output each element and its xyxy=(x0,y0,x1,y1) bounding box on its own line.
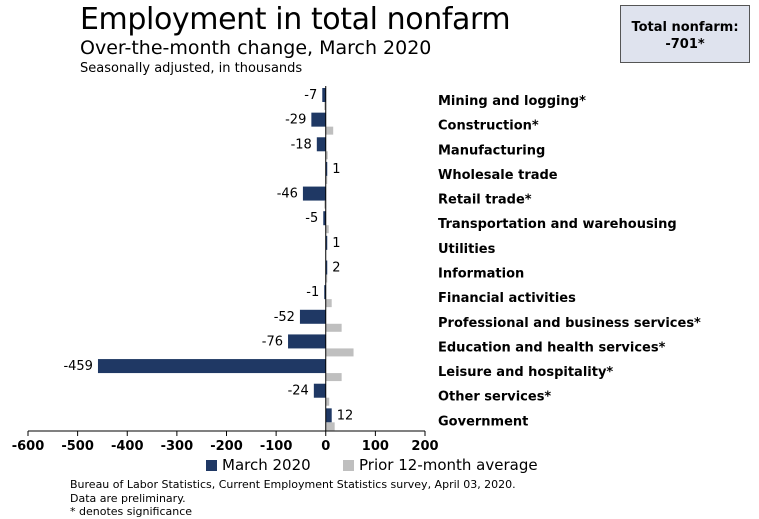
bar-march-1 xyxy=(311,112,326,127)
category-label-10: Education and health services* xyxy=(438,340,666,355)
bar-prior-4 xyxy=(324,200,326,209)
legend-item-march: March 2020 xyxy=(206,456,311,474)
data-label-5: -5 xyxy=(305,211,318,226)
data-label-3: 1 xyxy=(332,162,340,177)
bar-march-9 xyxy=(299,309,326,324)
legend-swatch-march xyxy=(206,459,217,471)
x-tick-label-8: 200 xyxy=(411,439,438,454)
data-label-8: -1 xyxy=(306,285,319,300)
category-label-6: Utilities xyxy=(438,242,496,257)
data-label-12: -24 xyxy=(288,384,309,399)
total-nonfarm-value: -701* xyxy=(665,37,705,52)
legend-swatch-prior xyxy=(343,459,354,471)
bar-prior-0 xyxy=(324,102,326,110)
data-label-2: -18 xyxy=(291,137,312,152)
data-label-4: -46 xyxy=(277,187,298,202)
category-label-9: Professional and business services* xyxy=(438,316,701,331)
data-label-11: -459 xyxy=(63,359,93,374)
chart-subtitle: Over-the-month change, March 2020 xyxy=(80,37,432,59)
bar-prior-2 xyxy=(325,151,328,160)
data-label-9: -52 xyxy=(274,310,295,325)
bar-march-2 xyxy=(316,137,326,152)
bar-prior-9 xyxy=(325,323,342,332)
data-label-6: 1 xyxy=(332,236,340,251)
bar-prior-12 xyxy=(325,397,330,406)
bar-march-3 xyxy=(325,161,328,176)
footer-prelim: Data are preliminary. xyxy=(70,491,186,505)
x-tick-label-0: -600 xyxy=(12,439,45,454)
bar-prior-10 xyxy=(325,348,354,357)
bar-march-6 xyxy=(325,235,328,250)
category-label-2: Manufacturing xyxy=(438,143,545,158)
legend-label-march: March 2020 xyxy=(222,456,311,474)
category-label-3: Wholesale trade xyxy=(438,168,558,183)
category-label-0: Mining and logging* xyxy=(438,94,586,109)
total-nonfarm-label: Total nonfarm: xyxy=(631,20,739,35)
x-tick-label-6: 0 xyxy=(321,439,330,454)
footer-notes: Bureau of Labor Statistics, Current Empl… xyxy=(70,478,516,519)
bar-march-8 xyxy=(324,285,326,300)
legend-label-prior: Prior 12-month average xyxy=(359,456,538,474)
bar-march-4 xyxy=(302,186,326,201)
bar-prior-5 xyxy=(325,225,329,234)
category-label-8: Financial activities xyxy=(438,291,576,306)
x-tick-label-4: -200 xyxy=(210,439,243,454)
category-label-4: Retail trade* xyxy=(438,193,532,208)
data-label-13: 12 xyxy=(337,408,354,423)
total-nonfarm-box: Total nonfarm: -701* xyxy=(620,5,750,63)
category-label-7: Information xyxy=(438,267,524,282)
bar-march-12 xyxy=(313,383,326,398)
x-tick-label-1: -500 xyxy=(61,439,94,454)
footer-source: Bureau of Labor Statistics, Current Empl… xyxy=(70,478,516,491)
x-tick-label-3: -300 xyxy=(161,439,194,454)
category-label-13: Government xyxy=(438,414,528,429)
x-tick-label-2: -400 xyxy=(111,439,144,454)
x-tick-label-7: 100 xyxy=(362,439,389,454)
bar-march-10 xyxy=(288,334,326,349)
category-label-5: Transportation and warehousing xyxy=(438,217,677,232)
bar-prior-13 xyxy=(325,422,335,431)
bar-prior-8 xyxy=(325,299,332,308)
bar-prior-3 xyxy=(325,175,328,184)
category-label-12: Other services* xyxy=(438,390,551,405)
bar-march-7 xyxy=(325,260,328,275)
units-note: Seasonally adjusted, in thousands xyxy=(80,61,303,76)
legend-item-prior: Prior 12-month average xyxy=(343,456,538,474)
bar-prior-11 xyxy=(325,373,342,382)
data-label-1: -29 xyxy=(285,113,306,128)
data-label-7: 2 xyxy=(332,261,340,276)
bar-march-0 xyxy=(322,88,326,102)
chart-title: Employment in total nonfarm xyxy=(80,2,511,37)
bar-march-5 xyxy=(323,211,326,226)
bar-prior-1 xyxy=(325,126,334,135)
footer-significance: * denotes significance xyxy=(70,505,193,518)
bar-prior-7 xyxy=(325,274,328,283)
bar-march-13 xyxy=(325,408,332,423)
category-label-1: Construction* xyxy=(438,119,539,134)
data-label-10: -76 xyxy=(262,334,283,349)
bar-march-11 xyxy=(97,359,326,374)
category-label-11: Leisure and hospitality* xyxy=(438,365,613,380)
data-label-0: -7 xyxy=(304,88,317,103)
x-tick-label-5: -100 xyxy=(260,439,293,454)
